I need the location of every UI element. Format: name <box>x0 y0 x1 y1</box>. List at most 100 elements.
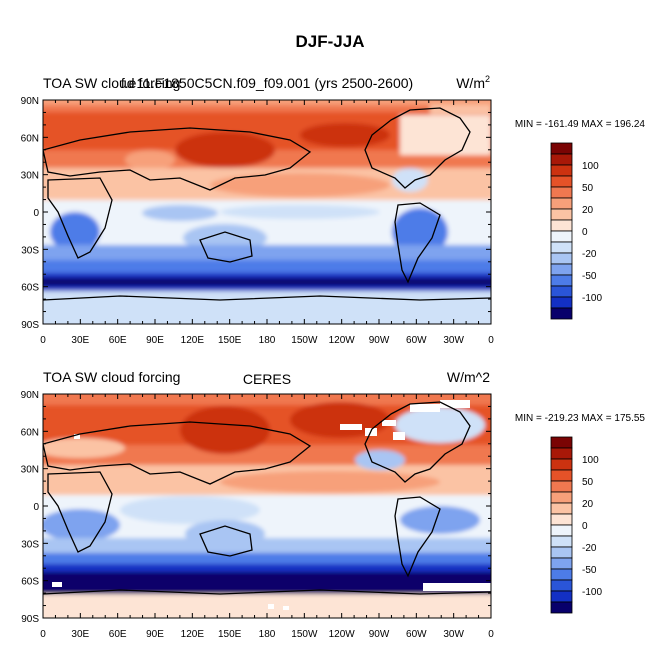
colorbar-box <box>550 469 573 482</box>
x-tick-label: 60W <box>406 629 427 640</box>
colorbar-label: 20 <box>582 205 594 216</box>
colorbar-box <box>550 175 573 188</box>
colorbar-label: -20 <box>582 249 597 260</box>
colorbar-box <box>550 241 573 254</box>
figure-title: DJF-JJA <box>296 32 365 51</box>
colorbar-box <box>550 263 573 276</box>
y-tick-label: 60S <box>21 283 39 294</box>
x-tick-label: 60E <box>109 335 127 346</box>
x-tick-label: 180 <box>259 335 276 346</box>
colorbar-box <box>550 208 573 221</box>
colorbar-label: -100 <box>582 587 602 598</box>
colorbar-label: 50 <box>582 183 594 194</box>
panel-ceres: TOA SW cloud forcing CERES W/m^2 <box>21 369 646 640</box>
colorbar-box <box>550 296 573 309</box>
panel-ceres-stats: MIN = -219.23 MAX = 175.55 <box>515 413 646 424</box>
panel-model-field <box>43 100 491 324</box>
x-tick-label: 0 <box>488 335 494 346</box>
y-tick-label: 30S <box>21 245 39 256</box>
panel-model-units: W/m2 <box>456 74 490 91</box>
x-tick-label: 30E <box>71 629 89 640</box>
colorbar-label: 0 <box>582 227 588 238</box>
panel-ceres-title-left: TOA SW cloud forcing <box>43 369 180 385</box>
y-tick-label: 90N <box>21 390 39 401</box>
y-tick-label: 90S <box>21 320 39 331</box>
x-tick-label: 0 <box>488 629 494 640</box>
x-tick-label: 60W <box>406 335 427 346</box>
y-tick-label: 60S <box>21 577 39 588</box>
x-tick-label: 120E <box>181 629 205 640</box>
x-tick-label: 150W <box>291 335 318 346</box>
panel-ceres-units: W/m^2 <box>447 369 490 385</box>
x-tick-label: 120W <box>329 629 356 640</box>
x-tick-label: 90W <box>369 335 390 346</box>
x-tick-label: 180 <box>259 629 276 640</box>
colorbar-label: 100 <box>582 455 599 466</box>
panel-ceres-x-axis: 0 30E 60E 90E 120E 150E 180 150W 120W 90W 60W 30W 0 <box>40 394 494 640</box>
colorbar-box <box>550 502 573 515</box>
x-tick-label: 0 <box>40 335 46 346</box>
colorbar-box <box>550 307 573 320</box>
colorbar-box <box>550 274 573 287</box>
colorbar-label: -100 <box>582 293 602 304</box>
colorbar-label: 50 <box>582 477 594 488</box>
y-tick-label: 60N <box>21 427 39 438</box>
colorbar-box <box>550 590 573 603</box>
colorbar-label: 0 <box>582 521 588 532</box>
colorbar-box <box>550 447 573 460</box>
x-tick-label: 150W <box>291 629 318 640</box>
colorbar-box <box>550 197 573 210</box>
colorbar-box <box>550 480 573 493</box>
y-tick-label: 60N <box>21 133 39 144</box>
x-tick-label: 150E <box>218 629 242 640</box>
y-tick-label: 0 <box>33 502 39 513</box>
colorbar-label: 100 <box>582 161 599 172</box>
colorbar-box <box>550 230 573 243</box>
colorbar-label: -20 <box>582 543 597 554</box>
x-tick-label: 90E <box>146 629 164 640</box>
x-tick-label: 150E <box>218 335 242 346</box>
y-tick-label: 90N <box>21 96 39 107</box>
x-tick-label: 90E <box>146 335 164 346</box>
panel-ceres-title-center: CERES <box>243 371 291 387</box>
colorbar-box <box>550 491 573 504</box>
panel-model-x-axis: 0 30E 60E 90E 120E 150E 180 150W 120W 90W 60W 30W 0 <box>40 100 494 346</box>
colorbar-box <box>550 535 573 548</box>
colorbar-box <box>550 579 573 592</box>
colorbar-box <box>550 186 573 199</box>
panel-model: TOA SW cloud forcing f.e11.F1850C5CN.f09… <box>21 74 646 346</box>
panel-model-colorbar: 100 50 20 0 -20 -50 -100 <box>550 142 602 320</box>
panel-model-title-center: f.e11.F1850C5CN.f09_f09.001 (yrs 2500-26… <box>121 75 413 91</box>
colorbar-label: 20 <box>582 499 594 510</box>
y-tick-label: 0 <box>33 208 39 219</box>
colorbar-box <box>550 458 573 471</box>
colorbar-box <box>550 601 573 614</box>
colorbar-box <box>550 252 573 265</box>
x-tick-label: 30E <box>71 335 89 346</box>
panel-ceres-y-axis: 90N 60N 30N 0 30S 60S 90S <box>21 390 491 625</box>
colorbar-box <box>550 142 573 155</box>
colorbar-box <box>550 524 573 537</box>
colorbar-box <box>550 219 573 232</box>
x-tick-label: 30W <box>443 629 464 640</box>
panel-model-title-left: TOA SW cloud forcing <box>43 75 180 91</box>
colorbar-box <box>550 568 573 581</box>
colorbar-box <box>550 546 573 559</box>
colorbar-label: -50 <box>582 271 597 282</box>
panel-ceres-coastlines <box>43 401 491 595</box>
y-tick-label: 30N <box>21 171 39 182</box>
colorbar-label: -50 <box>582 565 597 576</box>
colorbar-box <box>550 513 573 526</box>
x-tick-label: 90W <box>369 629 390 640</box>
x-tick-label: 60E <box>109 629 127 640</box>
panel-model-y-axis: 90N 60N 30N 0 30S 60S 90S <box>21 96 491 331</box>
panel-ceres-colorbar: 100 50 20 0 -20 -50 -100 <box>550 436 602 614</box>
y-tick-label: 30S <box>21 539 39 550</box>
panel-ceres-field <box>43 394 491 618</box>
y-tick-label: 30N <box>21 465 39 476</box>
x-tick-label: 120W <box>329 335 356 346</box>
panel-model-coastlines <box>43 107 491 301</box>
colorbar-box <box>550 164 573 177</box>
colorbar-box <box>550 436 573 449</box>
